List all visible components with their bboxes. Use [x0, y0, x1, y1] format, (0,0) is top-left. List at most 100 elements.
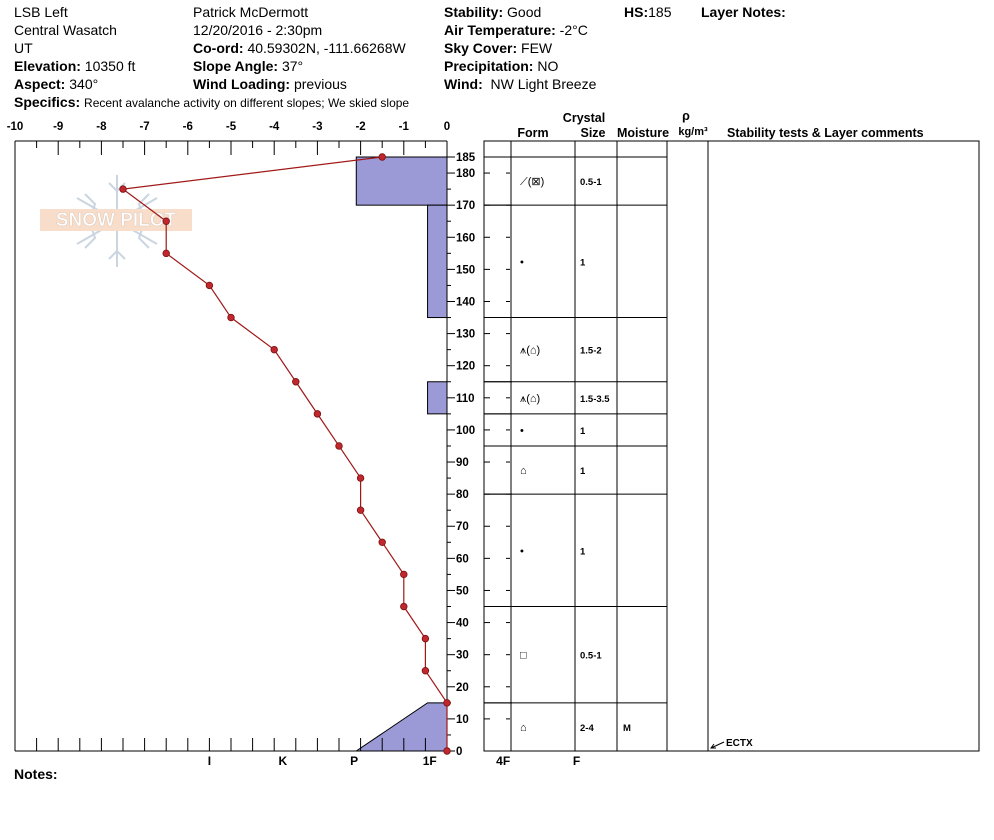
hardness-layer	[427, 204, 448, 319]
mountain-range: Central Wasatch	[14, 22, 117, 38]
temperature-point	[227, 313, 235, 322]
height-tick-label: 60	[456, 553, 469, 565]
coordinates-row: Co-ord: 40.59302N, -111.66268W	[193, 39, 406, 57]
wind-row: Wind: NW Light Breeze	[444, 75, 596, 93]
observer-name: Patrick McDermott	[193, 4, 309, 20]
stability-row: Stability: Good	[444, 3, 541, 21]
temp-tick-label: -2	[355, 121, 365, 133]
hardness-tick-label: K	[279, 754, 288, 768]
wind-label: Wind:	[444, 76, 483, 92]
stability-test-label: ECTX	[726, 738, 753, 749]
temperature-point	[270, 345, 278, 354]
height-tick-label: 150	[456, 264, 475, 276]
height-tick-label: 10	[456, 714, 469, 726]
layer-grain-size: 2-4	[580, 723, 594, 734]
layer-grain-size: 1	[580, 257, 586, 268]
hardness-axis: I K P 1F 4F F	[14, 738, 580, 768]
height-tick-label: 40	[456, 618, 469, 630]
temperature-point	[378, 153, 386, 161]
notes-row: Notes:	[14, 765, 58, 783]
layer-notes-label: Layer Notes:	[701, 4, 786, 20]
temperature-point	[421, 667, 430, 675]
temperature-point	[378, 538, 386, 546]
layer-grain-size: 0.5-1	[580, 177, 602, 188]
temp-tick-label: -8	[96, 121, 107, 133]
temperature-point	[162, 217, 170, 225]
temperature-point	[443, 699, 451, 707]
height-tick-label: 185	[456, 152, 476, 164]
temperature-point	[443, 747, 451, 755]
height-tick-label: 30	[456, 650, 469, 662]
elevation-row: Elevation: 10350 ft	[14, 57, 135, 75]
layer-grain-form: ⩚(⌂)	[520, 393, 540, 405]
layer-grain-size: 1	[580, 546, 586, 557]
height-tick-label: 20	[456, 682, 469, 694]
precipitation-label: Precipitation:	[444, 58, 534, 74]
layer-grain-form: •	[520, 256, 524, 268]
height-tick-label: 90	[456, 457, 469, 469]
layer-grain-size: 1.5-2	[580, 346, 602, 357]
layer-notes-row: Layer Notes:	[701, 3, 786, 21]
coordinates-value: 40.59302N, -111.66268W	[247, 40, 406, 56]
height-tick-label: 80	[456, 489, 469, 501]
aspect-row: Aspect: 340°	[14, 75, 98, 93]
hardness-tick-label: 4F	[496, 754, 510, 768]
hs-value: 185	[648, 4, 672, 20]
height-tick-label: 130	[456, 329, 475, 341]
layer-moisture: M	[623, 723, 631, 734]
temperature-profile	[119, 153, 451, 755]
chart-frame	[14, 140, 448, 752]
height-tick-label: 70	[456, 521, 469, 533]
hardness-tick-label: 1F	[423, 754, 437, 768]
layer-grain-size: 1	[580, 426, 586, 437]
layer-grain-size: 1.5-3.5	[580, 394, 610, 405]
temp-tick-label: -6	[183, 121, 193, 133]
temperature-point	[205, 281, 214, 290]
snowpilot-watermark: SNOW PILOT	[40, 175, 192, 267]
temp-tick-label: 0	[444, 121, 450, 133]
temperature-point	[313, 410, 322, 418]
layer-grain-form: ⩚(⌂)	[520, 345, 540, 357]
temperature-point	[335, 442, 343, 450]
hardness-bars	[354, 156, 448, 752]
layer-grain-form: □	[520, 650, 527, 662]
air-temp-value: -2°C	[559, 22, 588, 38]
temperature-point	[292, 378, 300, 386]
wind-value: NW Light Breeze	[490, 76, 597, 92]
temp-tick-label: -10	[7, 121, 24, 133]
height-tick-label: 0	[456, 746, 462, 758]
stability-label: Stability:	[444, 4, 504, 20]
hs-row: HS:185	[624, 3, 671, 21]
layer-grain-form: ⟋(⊠)	[520, 176, 544, 188]
sky-cover-value: FEW	[521, 40, 553, 56]
elevation-label: Elevation:	[14, 58, 81, 74]
height-axis: 1851801701601501401301201101009080706050…	[447, 152, 476, 758]
temp-tick-label: -9	[53, 121, 63, 133]
temp-tick-label: -3	[312, 121, 322, 133]
temperature-point	[162, 249, 170, 258]
height-tick-label: 180	[456, 168, 475, 180]
stability-tests-header: Stability tests & Layer comments	[727, 126, 924, 140]
height-tick-label: 170	[456, 200, 475, 212]
stability-test-arrow	[710, 743, 716, 749]
rho-header: ρ	[682, 109, 690, 123]
watermark-band	[40, 209, 192, 231]
density-unit-header: kg/m³	[678, 126, 708, 138]
coordinates-label: Co-ord:	[193, 40, 244, 56]
temp-tick-label: -1	[399, 121, 410, 133]
hs-label: HS:	[624, 4, 649, 20]
temperature-point	[421, 634, 430, 643]
hardness-layer	[355, 156, 448, 206]
aspect-value: 340°	[69, 76, 99, 92]
stability-value: Good	[507, 4, 542, 20]
layer-grain-size: 1	[580, 466, 586, 477]
hardness-layer	[427, 381, 448, 415]
wind-loading-value: previous	[293, 76, 347, 92]
slope-angle-label: Slope Angle:	[193, 58, 279, 74]
notes-label: Notes:	[14, 766, 58, 782]
location-name: LSB Left	[14, 4, 68, 20]
air-temp-row: Air Temperature: -2°C	[444, 21, 588, 39]
slope-angle-value: 37°	[281, 58, 304, 74]
size-header: Size	[580, 126, 605, 140]
height-tick-label: 100	[456, 425, 475, 437]
